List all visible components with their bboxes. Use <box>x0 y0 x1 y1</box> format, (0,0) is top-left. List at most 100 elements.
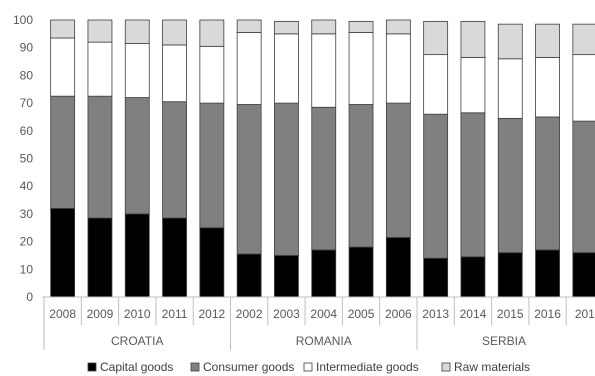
bar-segment <box>87 41 113 97</box>
group-label: ROMANIA <box>296 334 352 348</box>
legend-swatch <box>190 362 200 372</box>
x-tick-label: 201 <box>575 307 595 321</box>
x-tick-label: 2002 <box>236 307 263 321</box>
bar-segment <box>385 102 411 238</box>
x-tick-label: 2010 <box>124 307 151 321</box>
y-tick-label: 90 <box>20 41 34 55</box>
y-axis: 0 10 20 30 40 50 60 70 80 90 100 <box>13 13 33 304</box>
bar-segment <box>274 255 299 298</box>
y-tick-label: 100 <box>13 13 33 27</box>
bar-segment <box>199 19 225 47</box>
bar-segment <box>311 106 337 251</box>
y-tick-label: 30 <box>20 207 34 221</box>
bar-segment <box>535 23 560 58</box>
bar-segment <box>50 37 76 97</box>
y-tick-label: 50 <box>20 152 34 166</box>
bar-segment <box>50 207 76 298</box>
bar-segment <box>236 253 262 298</box>
bar-segment <box>162 19 187 46</box>
bar-segment <box>497 252 523 298</box>
bar-segment <box>535 57 560 118</box>
group-label: CROATIA <box>111 334 163 348</box>
bar-segment <box>87 95 113 219</box>
y-tick-label: 40 <box>20 179 34 193</box>
bar-segment <box>274 102 299 256</box>
bar-segment <box>348 104 374 248</box>
y-tick-label: 0 <box>26 290 33 304</box>
bar-segment <box>423 257 449 298</box>
x-axis: 2008 2009 2010 2011 2012 2002 2003 2004 2005 2006… <box>42 296 595 350</box>
x-tick-label: 2016 <box>534 307 561 321</box>
bar-segment <box>535 116 560 251</box>
bar-segment <box>162 101 187 219</box>
legend-swatch <box>441 362 451 372</box>
bar-segment <box>124 43 150 98</box>
bar-segment <box>87 217 113 298</box>
x-tick-label: 2013 <box>422 307 449 321</box>
bar-segment <box>311 33 337 108</box>
bar-segment <box>423 54 449 115</box>
x-tick-label: 2009 <box>87 307 114 321</box>
bar-segment <box>311 19 337 35</box>
bar-segment <box>572 54 595 122</box>
legend-label: Capital goods <box>100 360 173 374</box>
bar-segment <box>274 33 299 104</box>
bar-segment <box>460 112 486 258</box>
bar-segment <box>348 32 374 105</box>
x-tick-label: 2003 <box>273 307 300 321</box>
bar-segment <box>124 19 150 44</box>
x-tick-label: 2005 <box>348 307 375 321</box>
bar-segment <box>162 44 187 103</box>
bar-segment <box>50 19 76 39</box>
bar-segment <box>460 256 486 298</box>
y-tick-label: 60 <box>20 124 34 138</box>
bar-segment <box>199 227 225 298</box>
bar-segment <box>423 113 449 259</box>
bar-segment <box>385 33 411 104</box>
x-tick-label: 2015 <box>497 307 524 321</box>
legend-label: Intermediate goods <box>316 360 419 374</box>
legend-label: Consumer goods <box>203 360 294 374</box>
bar-segment <box>535 249 560 298</box>
bar-segment <box>572 252 595 298</box>
bar-segment <box>50 95 76 209</box>
bar-segment <box>385 19 411 35</box>
bar-segment <box>497 23 523 60</box>
bar-segment <box>497 58 523 119</box>
x-tick-label: 2006 <box>385 307 412 321</box>
bar-segment <box>497 117 523 254</box>
y-tick-label: 80 <box>20 68 34 82</box>
x-tick-label: 2014 <box>460 307 487 321</box>
bar-segment <box>385 237 411 298</box>
y-tick-label: 20 <box>20 235 34 249</box>
x-tick-label: 2012 <box>198 307 225 321</box>
bar-segment <box>572 120 595 254</box>
group-label: SERBIA <box>482 334 526 348</box>
bar-segment <box>311 249 337 298</box>
bar-segment <box>348 20 374 33</box>
bar-segment <box>162 217 187 298</box>
bar-segment <box>348 246 374 298</box>
legend-label: Raw materials <box>454 360 530 374</box>
y-tick-label: 10 <box>20 262 34 276</box>
bar-segment <box>236 19 262 33</box>
legend-swatch <box>303 362 313 372</box>
bars <box>50 19 595 298</box>
y-tick-label: 70 <box>20 96 34 110</box>
x-tick-label: 2004 <box>310 307 337 321</box>
bar-segment <box>199 45 225 104</box>
x-tick-label: 2008 <box>49 307 76 321</box>
bar-segment <box>87 19 113 43</box>
bar-segment <box>124 213 150 298</box>
legend-swatch <box>87 362 97 372</box>
x-tick-label: 2011 <box>162 307 188 321</box>
bar-segment <box>274 20 299 35</box>
bar-segment <box>199 102 225 229</box>
legend: Capital goods Consumer goods Intermediate … <box>87 360 530 374</box>
bar-segment <box>236 104 262 255</box>
bar-segment <box>460 57 486 114</box>
bar-segment <box>572 23 595 56</box>
bar-segment <box>236 32 262 105</box>
bar-segment <box>460 20 486 58</box>
